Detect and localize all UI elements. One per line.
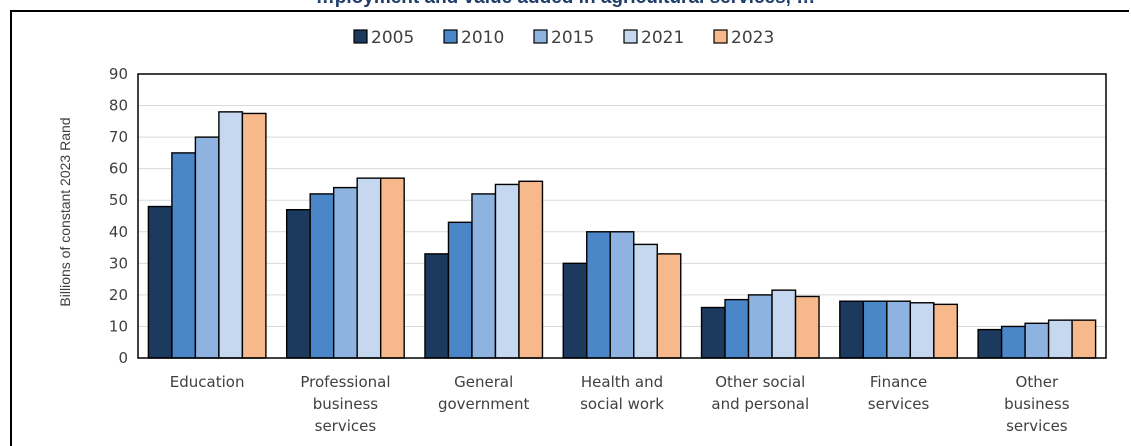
- bar-2023: [794, 295, 820, 359]
- legend-label: 2005: [371, 28, 414, 48]
- bar-2010: [862, 300, 888, 359]
- y-tick-label: 70: [109, 128, 128, 146]
- x-tick-label: Health and social work: [580, 373, 664, 413]
- bar-2010: [586, 231, 611, 359]
- y-tick-label: 20: [109, 286, 128, 304]
- bar-2005: [700, 306, 726, 359]
- bar-2005: [424, 253, 450, 359]
- axes: [137, 73, 1107, 359]
- bar-2023: [933, 303, 959, 359]
- legend-swatch: [353, 29, 368, 44]
- x-tick-label: Education: [170, 373, 245, 391]
- bar-2023: [379, 177, 405, 359]
- y-axis-label: Billions of constant 2023 Rand: [57, 117, 73, 306]
- legend-swatch: [533, 29, 548, 44]
- chart-frame: [10, 10, 1129, 446]
- y-tick-label: 80: [109, 97, 128, 115]
- bar-2015: [471, 193, 497, 359]
- legend-label: 2021: [641, 28, 684, 48]
- bar-2023: [241, 112, 267, 359]
- bar-2023: [1071, 319, 1097, 359]
- bar-2010: [309, 193, 335, 359]
- x-tick-label: Finance services: [868, 373, 930, 413]
- bars: Education Professional business services Gen…: [147, 111, 1097, 435]
- chart-title: …ployment and value added in agricultura…: [0, 0, 1131, 10]
- bar-2010: [447, 221, 473, 359]
- bar-2010: [1000, 325, 1026, 359]
- chart-legend: 2005 2010 2015 2021 2023: [353, 28, 774, 48]
- bar-2021: [218, 111, 244, 359]
- bar-2023: [656, 253, 682, 359]
- legend-label: 2023: [731, 28, 774, 48]
- x-tick-label: Other social and personal: [711, 373, 809, 413]
- bar-2015: [886, 300, 912, 359]
- plot-area-border: [137, 73, 1107, 359]
- x-tick-label: Professional business services: [300, 373, 390, 435]
- y-tick-label: 60: [109, 160, 128, 178]
- bar-2023: [518, 180, 544, 359]
- y-tick-label: 50: [109, 191, 128, 209]
- legend-swatch: [713, 29, 728, 44]
- y-tick-label: 90: [109, 65, 128, 83]
- legend-label: 2015: [551, 28, 594, 48]
- bar-2021: [494, 183, 520, 359]
- bar-2021: [356, 177, 382, 359]
- bar-2005: [285, 208, 311, 359]
- legend-swatch: [443, 29, 458, 44]
- legend-label: 2010: [461, 28, 504, 48]
- legend-swatch: [623, 29, 638, 44]
- bar-2005: [977, 328, 1003, 359]
- bar-2015: [194, 136, 220, 359]
- x-tick-label: Other business services: [1004, 373, 1070, 435]
- bar-2005: [839, 300, 865, 359]
- y-tick-label: 30: [109, 254, 128, 272]
- bar-2021: [1047, 319, 1073, 359]
- y-tick-label: 40: [109, 223, 128, 241]
- bar-2010: [724, 298, 750, 359]
- bar-2015: [609, 231, 635, 359]
- bar-2021: [633, 243, 658, 359]
- y-tick-label: 0: [118, 349, 128, 367]
- bar-2005: [562, 262, 588, 359]
- bar-2005: [147, 205, 173, 359]
- bar-2021: [771, 289, 797, 359]
- bar-2015: [332, 186, 358, 359]
- bar-2010: [171, 152, 197, 359]
- bar-2021: [909, 302, 935, 359]
- bar-2015: [1024, 322, 1050, 359]
- bar-2015: [747, 294, 773, 359]
- x-tick-label: General government: [438, 373, 530, 413]
- y-tick-label: 10: [109, 317, 128, 335]
